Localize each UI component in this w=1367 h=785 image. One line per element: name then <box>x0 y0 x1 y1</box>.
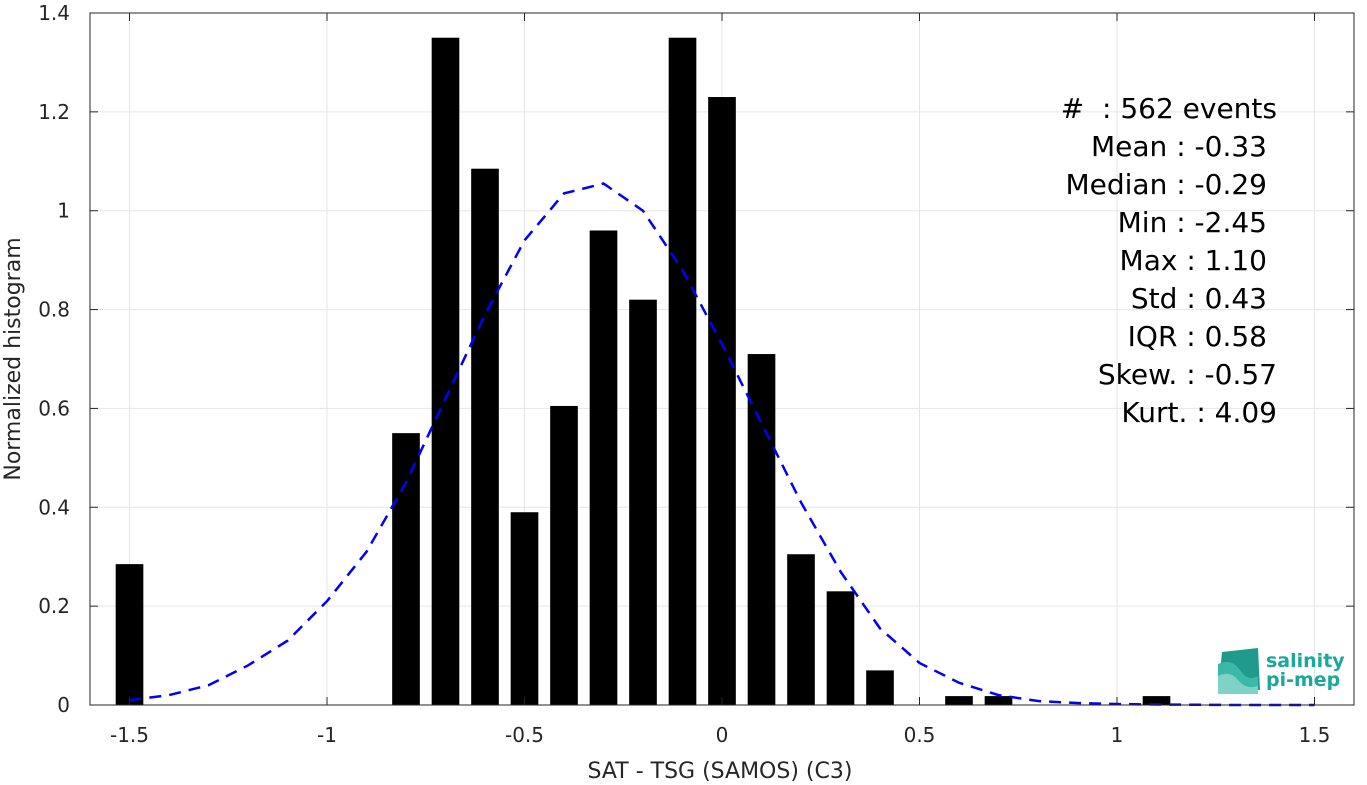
x-tick-label: -1.5 <box>110 723 149 747</box>
y-tick-label: 0 <box>57 693 70 717</box>
histogram-bar <box>984 696 1013 705</box>
x-tick-label: -0.5 <box>505 723 544 747</box>
histogram-bar <box>1142 696 1171 705</box>
histogram-bar <box>866 670 894 705</box>
stat-kurt: Kurt. : 4.09 <box>1121 396 1277 429</box>
y-tick-label: 0.4 <box>38 495 70 519</box>
x-tick-label: 0.5 <box>904 723 936 747</box>
histogram-bar <box>708 97 736 706</box>
histogram-bar <box>589 230 618 705</box>
y-axis-ticks: 0 0.2 0.4 0.6 0.8 1 1.2 1.4 <box>38 1 1354 717</box>
stat-mean: Mean : -0.33 <box>1091 130 1267 163</box>
histogram-bar <box>510 512 539 705</box>
stat-events: # : 562 events <box>1061 92 1277 125</box>
histogram-bars <box>115 37 1171 706</box>
histogram-bar <box>787 554 815 705</box>
stat-skew: Skew. : -0.57 <box>1098 358 1277 391</box>
x-axis-label: SAT - TSG (SAMOS) (C3) <box>588 759 853 784</box>
histogram-bar <box>945 696 973 705</box>
histogram-bar <box>747 354 776 705</box>
y-tick-label: 0.2 <box>38 594 70 618</box>
histogram-bar <box>629 299 657 705</box>
salinity-pimep-logo: salinity pi-mep <box>1218 648 1345 694</box>
x-tick-label: 1 <box>1111 723 1124 747</box>
wave-logo-icon <box>1218 648 1260 694</box>
histogram-bar <box>471 168 499 705</box>
y-axis-label: Normalized histogram <box>1 237 26 480</box>
stat-max: Max : 1.10 <box>1120 244 1267 277</box>
stat-median: Median : -0.29 <box>1065 168 1267 201</box>
histogram-bar <box>392 433 420 705</box>
y-tick-label: 0.8 <box>38 298 70 322</box>
y-tick-label: 0.6 <box>38 396 70 420</box>
logo-line2: pi-mep <box>1266 669 1340 691</box>
x-tick-label: 0 <box>716 723 729 747</box>
x-tick-label: -1 <box>317 723 337 747</box>
statistics-box: # : 562 events Mean : -0.33 Median : -0.… <box>1061 92 1277 429</box>
stat-min: Min : -2.45 <box>1118 206 1267 239</box>
stat-std: Std : 0.43 <box>1131 282 1267 315</box>
stat-iqr: IQR : 0.58 <box>1128 320 1267 353</box>
y-tick-label: 1 <box>57 199 70 223</box>
y-tick-label: 1.2 <box>38 100 70 124</box>
histogram-bar <box>431 37 460 705</box>
histogram-bar <box>668 37 697 705</box>
histogram-bar <box>550 405 578 705</box>
x-tick-label: 1.5 <box>1299 723 1331 747</box>
histogram-bar <box>826 591 855 705</box>
y-tick-label: 1.4 <box>38 1 70 25</box>
x-axis-ticks: -1.5 -1 -0.5 0 0.5 1 1.5 <box>110 13 1330 747</box>
histogram-bar <box>115 564 144 705</box>
logo-line1: salinity <box>1266 650 1345 672</box>
